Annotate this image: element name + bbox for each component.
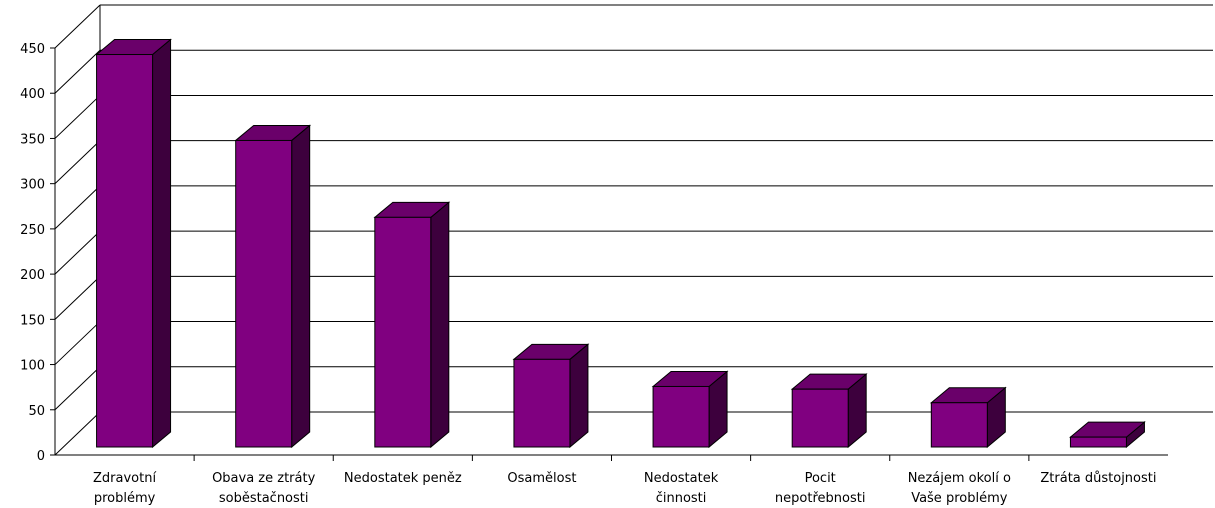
bar-front (652, 385, 710, 448)
gridline-diagonal (54, 230, 101, 275)
y-tick-label: 0 (37, 449, 45, 464)
gridlines (54, 4, 1213, 411)
y-tick-label: 400 (20, 87, 45, 102)
bar (790, 373, 868, 449)
bar-front (235, 139, 293, 448)
x-tick-label: Obava ze ztráty soběstačnosti (212, 471, 316, 506)
x-tick-label: Ztráta důstojnosti (1040, 471, 1156, 486)
x-tick-label: Pocit nepotřebnosti (775, 471, 866, 506)
floor-diagonal-left (54, 411, 101, 456)
bar-side (569, 343, 589, 449)
bars (95, 38, 1146, 449)
bar-side (152, 38, 172, 449)
y-tick-label: 100 (20, 359, 45, 374)
bar-front (96, 54, 154, 448)
x-tick-label: Zdravotní problémy (93, 471, 156, 506)
bar-front (791, 388, 849, 448)
bar-front (513, 358, 571, 448)
bar-front (374, 216, 432, 448)
gridline-diagonal (54, 275, 101, 320)
bar (512, 343, 590, 449)
x-axis-labels: Zdravotní problémy Obava ze ztráty soběstač… (93, 471, 1156, 506)
bar (651, 370, 729, 449)
bar (95, 38, 172, 449)
y-tick-label: 350 (20, 132, 45, 147)
gridline-diagonal (54, 95, 101, 139)
bar-side (430, 201, 450, 449)
bar (929, 386, 1007, 449)
y-tick-label: 50 (28, 404, 45, 419)
x-tick-label: Nedostatek peněz (344, 471, 462, 486)
gridline-diagonal (54, 366, 101, 411)
x-tick-label: Osamělost (507, 471, 576, 486)
gridline-diagonal (54, 185, 101, 230)
bar (373, 201, 451, 449)
gridline-diagonal (54, 49, 101, 94)
y-tick-label: 150 (20, 313, 45, 328)
gridline-diagonal (54, 321, 101, 365)
y-tick-label: 300 (20, 178, 45, 193)
bar (234, 124, 312, 449)
bar-front (1069, 436, 1127, 448)
x-tick-label: Nedostatek činnosti (644, 471, 719, 506)
axes (54, 5, 1213, 461)
y-axis-ticks: 0 50 100 150 200 250 300 350 400 450 (20, 42, 55, 464)
y-tick-label: 200 (20, 268, 45, 283)
y-tick-label: 450 (20, 42, 45, 57)
gridline-diagonal (54, 140, 101, 185)
gridline-diagonal (54, 4, 101, 49)
x-tick-label: Nezájem okolí o Vaše problémy (908, 471, 1011, 506)
bar-side (291, 124, 311, 449)
y-tick-label: 250 (20, 223, 45, 238)
bar (1069, 421, 1146, 449)
bar-front (930, 402, 988, 448)
